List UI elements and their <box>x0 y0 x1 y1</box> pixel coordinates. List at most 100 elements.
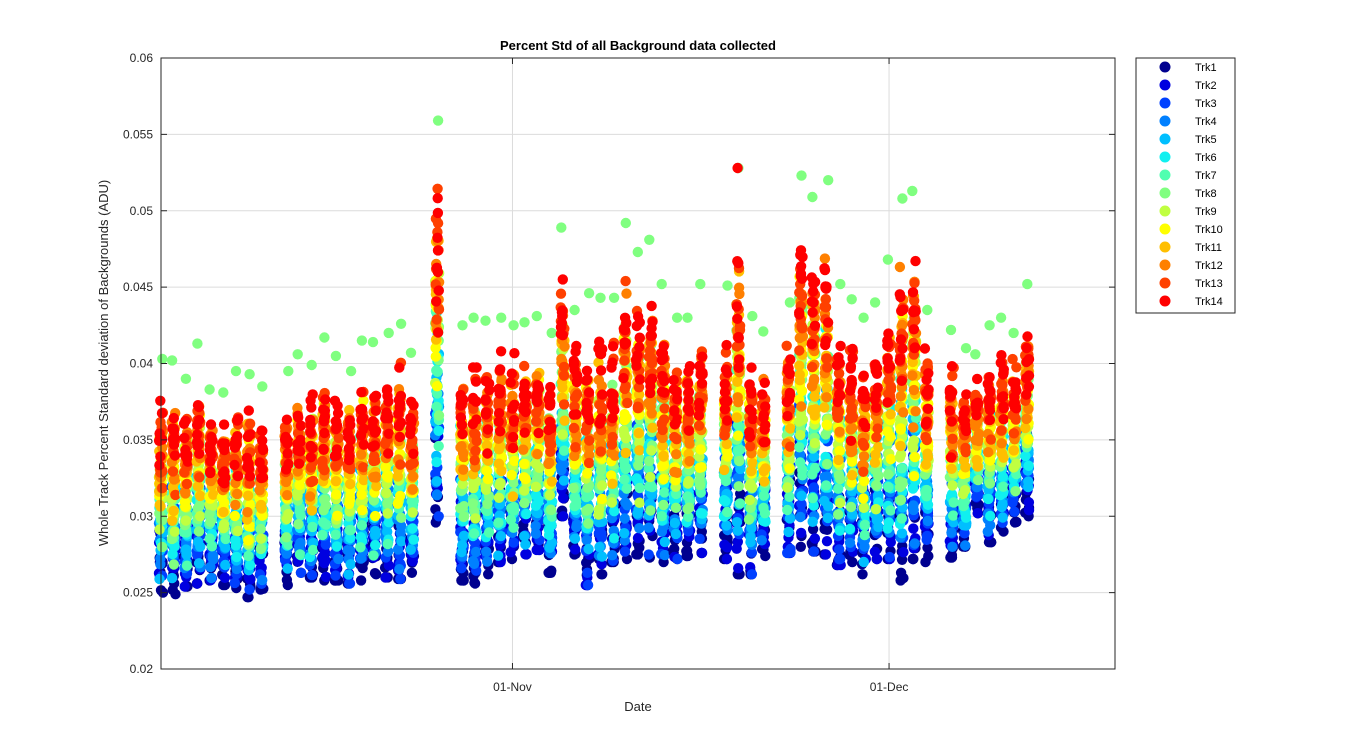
data-point-trk8 <box>382 498 393 509</box>
data-point-trk9 <box>493 492 505 503</box>
data-point-trk13 <box>622 397 633 409</box>
data-point-trk14 <box>217 438 228 449</box>
data-point-trk8 <box>368 495 380 506</box>
data-point-trk14 <box>431 296 442 307</box>
data-point-trk4 <box>470 546 482 558</box>
data-point-trk8 <box>546 327 557 339</box>
data-point-trk10 <box>331 489 342 500</box>
data-point-trk8 <box>293 519 304 530</box>
data-point-trk11 <box>493 458 505 469</box>
data-point-trk14 <box>495 364 506 375</box>
data-point-trk14 <box>555 328 567 340</box>
data-point-trk11 <box>559 415 570 426</box>
data-point-trk8 <box>457 320 468 331</box>
data-point-trk1 <box>406 567 418 578</box>
data-point-trk5 <box>193 558 205 569</box>
data-point-trk14 <box>281 414 293 425</box>
data-point-trk7 <box>243 550 254 562</box>
data-point-trk7 <box>317 529 328 541</box>
data-point-trk14 <box>568 355 579 367</box>
data-point-trk8 <box>166 355 178 366</box>
data-point-trk14 <box>205 419 217 430</box>
data-point-trk14 <box>395 417 407 428</box>
data-point-trk14 <box>319 427 330 439</box>
data-point-trk4 <box>530 520 541 532</box>
data-point-trk3 <box>395 573 406 585</box>
data-point-trk12 <box>407 471 419 482</box>
data-point-trk8 <box>519 317 530 328</box>
data-point-trk14 <box>257 444 269 456</box>
data-point-trk14 <box>370 405 382 416</box>
data-point-trk13 <box>181 478 193 490</box>
data-point-trk8 <box>281 532 292 543</box>
data-point-trk11 <box>620 447 631 459</box>
data-point-trk8 <box>496 312 507 323</box>
data-point-trk8 <box>367 336 379 348</box>
data-point-trk2 <box>219 572 231 583</box>
data-point-trk8 <box>546 504 557 516</box>
data-point-trk1 <box>369 568 381 579</box>
data-point-trk13 <box>519 360 530 372</box>
data-point-trk14 <box>645 387 656 399</box>
data-point-trk4 <box>207 554 219 565</box>
data-point-trk14 <box>656 386 668 397</box>
data-point-trk14 <box>432 245 444 256</box>
data-point-trk8 <box>583 503 594 515</box>
data-point-trk7 <box>382 538 393 550</box>
data-point-trk9 <box>381 487 392 499</box>
data-point-trk13 <box>584 435 595 446</box>
data-point-trk13 <box>656 418 667 429</box>
data-point-trk11 <box>242 490 254 501</box>
data-point-trk9 <box>596 480 608 491</box>
data-point-trk14 <box>668 374 679 386</box>
data-point-trk3 <box>643 549 654 560</box>
data-point-trk12 <box>407 484 418 495</box>
data-point-trk9 <box>194 511 206 522</box>
data-point-trk6 <box>231 551 242 563</box>
data-point-trk8 <box>583 288 595 299</box>
data-point-trk7 <box>483 527 495 538</box>
data-point-trk14 <box>607 357 618 368</box>
data-point-trk5 <box>596 551 608 562</box>
data-point-trk10 <box>481 465 493 477</box>
data-point-trk14 <box>646 300 657 312</box>
data-point-trk14 <box>557 305 568 316</box>
data-point-trk14 <box>646 373 658 384</box>
data-point-trk14 <box>343 443 355 454</box>
data-point-trk8 <box>670 502 682 513</box>
data-point-trk1 <box>483 569 494 580</box>
data-point-trk9 <box>468 478 479 489</box>
data-point-trk5 <box>659 536 670 548</box>
data-point-trk14 <box>507 442 519 454</box>
data-point-trk8 <box>395 318 407 329</box>
data-point-trk3 <box>433 511 444 522</box>
data-point-trk11 <box>167 515 178 526</box>
data-point-trk10 <box>381 471 392 482</box>
data-point-trk12 <box>242 507 253 518</box>
data-point-trk7 <box>355 542 366 553</box>
data-point-trk14 <box>669 405 680 416</box>
data-point-trk2 <box>533 544 545 556</box>
data-point-trk14 <box>306 402 317 413</box>
data-point-trk6 <box>433 425 444 436</box>
data-point-trk13 <box>645 351 656 363</box>
data-point-trk14 <box>631 320 642 332</box>
data-point-trk8 <box>255 523 266 535</box>
data-point-trk8 <box>255 543 266 555</box>
data-point-trk4 <box>382 546 394 557</box>
data-point-trk2 <box>179 581 190 592</box>
data-point-trk14 <box>320 394 331 405</box>
data-point-trk14 <box>257 425 268 437</box>
data-point-trk4 <box>394 564 405 575</box>
data-point-trk14 <box>656 347 667 359</box>
data-point-trk9 <box>557 429 568 440</box>
data-point-trk1 <box>596 569 607 580</box>
data-point-trk6 <box>521 508 532 520</box>
data-point-trk6 <box>331 541 342 552</box>
data-point-trk13 <box>157 482 168 494</box>
data-point-trk14 <box>620 337 631 349</box>
data-point-trk14 <box>544 390 556 401</box>
data-point-trk10 <box>345 490 356 501</box>
data-point-trk6 <box>230 534 241 546</box>
data-point-trk14 <box>218 419 230 430</box>
